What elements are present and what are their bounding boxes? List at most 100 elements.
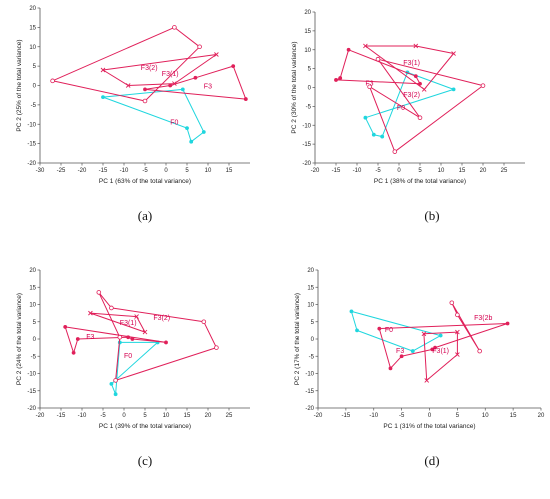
data-point — [363, 43, 368, 49]
y-tick-label: -5 — [309, 354, 315, 360]
data-point — [455, 329, 460, 335]
group-annotation: F3 — [204, 84, 212, 91]
group-annotation: F0 — [397, 105, 405, 112]
y-tick-label: 5 — [33, 320, 37, 326]
y-tick-label: -15 — [305, 389, 314, 395]
y-tick-label: 0 — [33, 337, 37, 343]
data-point — [371, 132, 376, 137]
data-point — [451, 51, 456, 56]
data-point — [338, 76, 343, 80]
data-point — [117, 334, 123, 340]
data-point — [197, 44, 202, 50]
group-outline-2 — [102, 54, 217, 86]
data-point — [143, 87, 147, 92]
y-tick-label: 10 — [29, 45, 36, 51]
x-tick-label: 15 — [510, 413, 517, 419]
x-tick-label: 0 — [122, 413, 126, 419]
data-point — [451, 87, 456, 92]
x-tick-label: -15 — [99, 168, 108, 174]
x-tick-label: 20 — [205, 413, 212, 419]
y-tick-label: 20 — [29, 6, 36, 12]
x-tick-label: -5 — [142, 168, 148, 174]
panel-label: (c) — [138, 453, 152, 468]
x-tick-label: 15 — [226, 168, 233, 174]
y-tick-label: -10 — [27, 372, 36, 378]
y-tick-label: -15 — [27, 389, 36, 395]
y-tick-label: 15 — [29, 25, 36, 31]
y-tick-label: -10 — [305, 372, 314, 378]
y-axis-label: PC 2 (24% of the total variance) — [16, 293, 23, 385]
data-point — [63, 325, 68, 329]
group-annotation: F3(2) — [153, 315, 170, 322]
x-tick-label: -20 — [311, 168, 320, 174]
data-point — [418, 81, 422, 86]
data-point — [180, 87, 185, 92]
data-point — [113, 378, 118, 383]
x-tick-label: 25 — [501, 168, 508, 174]
y-tick-label: 10 — [304, 48, 311, 54]
x-tick-label: -15 — [57, 413, 66, 419]
x-tick-label: 10 — [438, 168, 445, 174]
x-tick-label: 15 — [459, 168, 466, 174]
group-annotation: F3(1) — [432, 348, 449, 355]
x-tick-label: 20 — [538, 413, 545, 419]
data-point — [363, 115, 368, 120]
data-point — [433, 345, 437, 350]
y-tick-label: -5 — [306, 104, 312, 110]
x-tick-label: 15 — [184, 413, 191, 419]
data-point — [101, 95, 105, 100]
data-point — [243, 97, 248, 101]
x-tick-label: 0 — [164, 168, 168, 174]
data-point — [410, 349, 415, 353]
data-point — [168, 83, 173, 88]
x-tick-label: 5 — [185, 168, 189, 174]
data-point — [130, 337, 135, 341]
group-outline-3 — [451, 302, 481, 352]
y-tick-label: 0 — [308, 86, 312, 92]
x-tick-label: -5 — [399, 413, 405, 419]
data-point — [413, 74, 418, 79]
group-annotation: F3 — [365, 81, 373, 88]
group-annotation: F3 — [396, 348, 404, 355]
group-annotation: F0 — [124, 353, 132, 360]
x-tick-label: 0 — [397, 168, 401, 174]
y-axis-label: PC 2 (17% of the total variance) — [294, 293, 301, 385]
group-annotation: F3(2) — [141, 65, 158, 72]
data-point — [193, 75, 198, 80]
data-point — [201, 319, 207, 325]
data-point — [392, 149, 398, 154]
x-tick-label: -10 — [78, 413, 87, 419]
y-tick-label: 15 — [307, 285, 314, 291]
data-point — [399, 354, 404, 359]
x-tick-label: 10 — [205, 168, 212, 174]
group-outline-0 — [102, 88, 205, 143]
y-tick-label: 5 — [33, 64, 37, 70]
y-tick-label: 10 — [29, 303, 36, 309]
data-point — [134, 314, 139, 319]
data-point — [142, 329, 148, 335]
data-point — [413, 43, 419, 49]
data-point — [455, 352, 460, 357]
data-point — [113, 392, 118, 397]
data-point — [185, 126, 189, 131]
panel-3: -20 -15 -10 -5 0 5 10 15 20 25 -20 -15 -10 -5 0 5 10 15 20… — [16, 268, 250, 468]
group-annotation: F3(2) — [403, 92, 420, 99]
y-tick-label: -20 — [27, 406, 36, 412]
x-tick-label: -15 — [332, 168, 341, 174]
x-axis-label: PC 1 (63% of the total variance) — [99, 178, 191, 185]
data-point — [231, 64, 236, 69]
x-tick-label: 10 — [482, 413, 489, 419]
data-point — [50, 78, 55, 84]
x-tick-label: 5 — [418, 168, 422, 174]
y-tick-label: 20 — [29, 268, 36, 274]
data-point — [424, 378, 430, 383]
x-tick-label: -20 — [36, 413, 45, 419]
data-point — [380, 134, 385, 139]
data-point — [100, 67, 106, 73]
data-point — [388, 366, 393, 371]
group-outline-2 — [89, 312, 146, 333]
x-tick-label: 5 — [456, 413, 460, 419]
x-tick-label: 5 — [143, 413, 147, 419]
y-tick-label: -20 — [27, 161, 36, 167]
